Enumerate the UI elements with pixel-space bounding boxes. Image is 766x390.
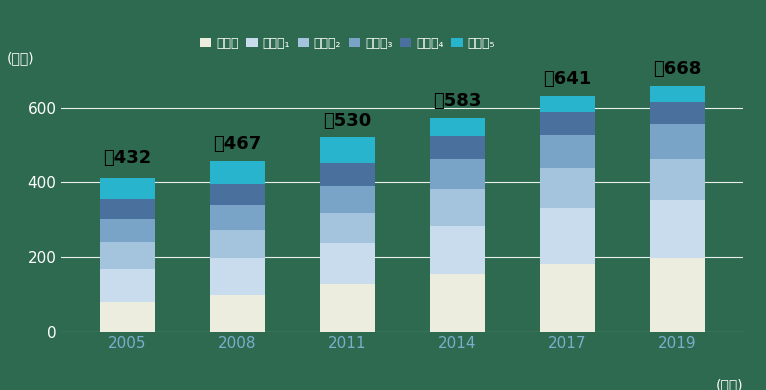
Bar [430,189,485,226]
Bar [539,135,594,168]
Bar [539,264,594,332]
Bar [100,242,155,269]
Text: 約467: 約467 [213,135,261,153]
Bar [100,269,155,301]
Bar [539,96,594,112]
Bar [650,258,705,332]
Bar [210,161,265,184]
Text: 約668: 約668 [653,60,701,78]
Bar [100,178,155,199]
Bar [430,226,485,274]
Bar [430,118,485,136]
Bar [210,205,265,230]
Bar [100,301,155,332]
Text: (万人): (万人) [7,51,34,65]
Legend: 要支援, 要介譽₁, 要介譽₂, 要介譽₃, 要介譽₄, 要介譽₅: 要支援, 要介譽₁, 要介譽₂, 要介譽₃, 要介譽₄, 要介譽₅ [195,32,500,55]
Bar [319,137,375,163]
Bar [319,243,375,284]
Bar [319,163,375,186]
Text: 約641: 約641 [543,71,591,89]
Bar [650,159,705,200]
Bar [210,184,265,205]
Text: 約530: 約530 [323,112,372,130]
Bar [319,213,375,243]
Bar [539,112,594,135]
Text: (年度): (年度) [715,379,743,390]
Bar [319,284,375,332]
Bar [319,186,375,213]
Bar [650,86,705,102]
Bar [430,274,485,332]
Bar [430,136,485,160]
Text: 約583: 約583 [433,92,481,110]
Bar [650,124,705,159]
Bar [430,160,485,189]
Bar [650,102,705,124]
Bar [539,168,594,208]
Bar [100,219,155,242]
Bar [100,199,155,219]
Bar [210,295,265,331]
Bar [650,200,705,258]
Bar [210,258,265,295]
Bar [539,208,594,264]
Text: 約432: 約432 [103,149,152,167]
Bar [210,230,265,258]
